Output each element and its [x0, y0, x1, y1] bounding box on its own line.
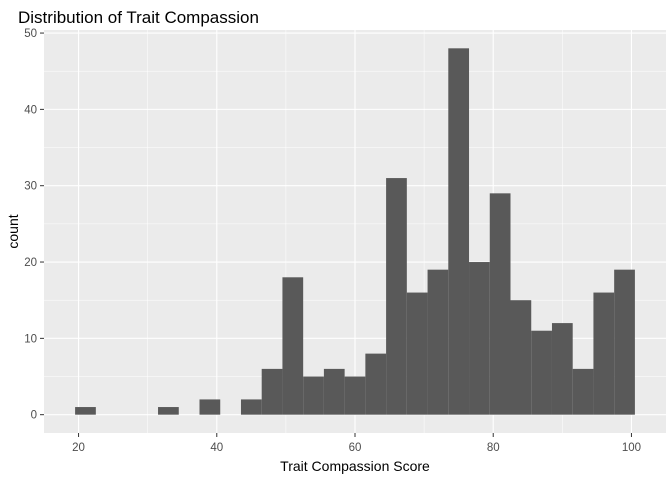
- histogram-bars: [75, 48, 635, 415]
- histogram-bar: [282, 277, 304, 415]
- histogram-bar: [240, 399, 262, 415]
- histogram-bar: [386, 178, 407, 415]
- histogram-bar: [572, 368, 594, 415]
- histogram-bar: [531, 330, 552, 415]
- y-tick-label: 10: [24, 333, 37, 345]
- histogram-bar: [303, 376, 324, 415]
- chart-title: Distribution of Trait Compassion: [18, 8, 259, 27]
- histogram-bar: [75, 407, 96, 415]
- y-tick-label: 50: [24, 28, 37, 40]
- histogram-bar: [323, 368, 345, 415]
- x-tick-label: 60: [349, 442, 362, 454]
- histogram-bar: [593, 292, 615, 415]
- x-tick-label: 20: [72, 442, 85, 454]
- histogram-bar: [365, 353, 387, 415]
- histogram-bar: [344, 376, 366, 415]
- histogram-bar: [510, 300, 532, 415]
- x-axis-title: Trait Compassion Score: [280, 458, 430, 474]
- histogram-bar: [406, 292, 428, 415]
- y-tick-label: 20: [24, 257, 37, 269]
- x-tick-label: 40: [210, 442, 223, 454]
- histogram-bar: [199, 399, 221, 415]
- x-axis-ticks: 20 40 60 80 100: [72, 433, 641, 454]
- histogram-bar: [448, 48, 470, 415]
- histogram-bar: [489, 193, 511, 415]
- y-tick-label: 30: [24, 181, 37, 193]
- histogram-bar: [469, 262, 490, 415]
- y-tick-label: 0: [31, 410, 37, 422]
- x-tick-label: 100: [622, 442, 641, 454]
- y-tick-label: 40: [24, 104, 37, 116]
- histogram-bar: [261, 368, 283, 415]
- histogram-bar: [158, 407, 179, 415]
- histogram-bar: [427, 269, 449, 415]
- y-axis-title: count: [5, 214, 21, 248]
- y-axis-ticks: 0 10 20 30 40 50: [24, 28, 44, 422]
- histogram-bar: [614, 269, 635, 415]
- x-tick-label: 80: [487, 442, 500, 454]
- histogram-bar: [551, 323, 573, 415]
